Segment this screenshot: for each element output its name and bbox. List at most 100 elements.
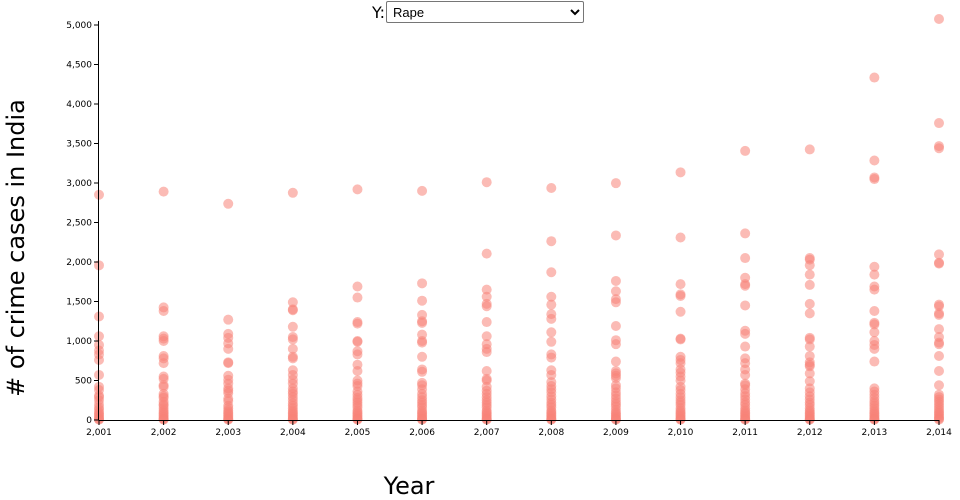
y-variable-select[interactable]: Rape xyxy=(386,1,585,23)
data-point xyxy=(804,308,815,319)
y-tick-label: 1,500 xyxy=(66,298,92,308)
data-point xyxy=(740,369,751,380)
y-tick: 3,000 xyxy=(66,179,99,189)
x-tick-label: 2,011 xyxy=(732,428,758,438)
data-point xyxy=(352,414,363,425)
data-point xyxy=(287,321,298,332)
data-point xyxy=(675,167,686,178)
x-axis-title: Year xyxy=(383,472,435,500)
data-point xyxy=(804,279,815,290)
data-point xyxy=(610,414,621,425)
x-tick: 2,008 xyxy=(538,420,564,438)
data-point xyxy=(740,328,751,339)
x-tick: 2,010 xyxy=(668,420,694,438)
data-point xyxy=(417,351,428,362)
x-tick-label: 2,013 xyxy=(862,428,888,438)
data-point xyxy=(417,278,428,289)
x-tick-label: 2,001 xyxy=(86,428,112,438)
data-point xyxy=(869,174,880,185)
data-point xyxy=(934,301,944,312)
data-point xyxy=(287,353,298,364)
data-point xyxy=(546,267,557,278)
data-point xyxy=(546,236,557,247)
data-point xyxy=(158,305,169,316)
x-tick-label: 2,014 xyxy=(926,428,952,438)
data-point xyxy=(934,13,944,24)
data-point xyxy=(804,144,815,155)
y-tick-label: 2,500 xyxy=(66,219,92,229)
x-tick-label: 2,010 xyxy=(668,428,694,438)
data-point xyxy=(804,414,815,425)
data-point xyxy=(223,343,234,354)
y-tick: 3,500 xyxy=(66,140,99,150)
data-point xyxy=(481,331,492,342)
x-tick: 2,006 xyxy=(409,420,435,438)
x-tick: 2,007 xyxy=(474,420,500,438)
data-point xyxy=(740,253,751,264)
data-point xyxy=(223,198,234,209)
data-point xyxy=(481,177,492,188)
y-tick-label: 2,000 xyxy=(66,258,92,268)
y-tick: 2,500 xyxy=(66,219,99,229)
data-point xyxy=(934,380,944,391)
data-point xyxy=(546,182,557,193)
data-point xyxy=(869,284,880,295)
y-tick-label: 4,500 xyxy=(66,61,92,71)
data-point xyxy=(546,336,557,347)
data-point xyxy=(804,260,815,271)
data-point xyxy=(610,339,621,350)
data-point xyxy=(610,373,621,384)
data-point xyxy=(610,356,621,367)
data-point xyxy=(417,366,428,377)
data-point xyxy=(158,186,169,197)
data-point xyxy=(417,295,428,306)
y-tick-label: 3,000 xyxy=(66,179,92,189)
x-axis: 2,001 2,002 2,003 2,004 2,005 2,006 2,007 2,008… xyxy=(86,420,952,438)
y-axis-control: Y: Rape xyxy=(372,1,585,23)
data-point xyxy=(481,301,492,312)
data-point xyxy=(804,334,815,345)
data-point xyxy=(287,334,298,345)
data-point xyxy=(610,230,621,241)
data-point xyxy=(610,286,621,297)
y-tick-label: 1,000 xyxy=(66,337,92,347)
data-point xyxy=(546,369,557,380)
y-tick: 4,000 xyxy=(66,100,99,110)
y-tick-label: 4,000 xyxy=(66,100,92,110)
data-point xyxy=(546,299,557,310)
data-point xyxy=(158,336,169,346)
data-point xyxy=(675,232,686,243)
data-point xyxy=(610,178,621,189)
data-point xyxy=(740,280,751,291)
data-point xyxy=(869,356,880,367)
x-tick-label: 2,005 xyxy=(345,428,371,438)
data-point xyxy=(740,145,751,156)
x-tick: 2,014 xyxy=(926,420,952,438)
data-point xyxy=(352,292,363,303)
data-point xyxy=(675,414,686,425)
data-point xyxy=(675,334,686,345)
data-point xyxy=(804,269,815,280)
data-point xyxy=(804,361,815,372)
data-point xyxy=(934,309,944,320)
y-tick: 0 xyxy=(86,416,99,426)
data-point xyxy=(352,366,363,377)
data-point xyxy=(804,376,815,387)
data-point xyxy=(481,317,492,328)
data-point xyxy=(287,187,298,198)
data-points xyxy=(94,13,944,425)
x-tick: 2,009 xyxy=(603,420,629,438)
data-point xyxy=(352,184,363,195)
data-point xyxy=(610,320,621,331)
data-point xyxy=(869,327,880,338)
data-point xyxy=(934,249,944,260)
data-point xyxy=(934,143,944,154)
y-tick: 4,500 xyxy=(66,61,99,71)
data-point xyxy=(546,414,557,425)
x-tick: 2,004 xyxy=(280,420,306,438)
x-tick-label: 2,012 xyxy=(797,428,823,438)
data-point xyxy=(223,414,234,425)
data-point xyxy=(417,317,428,328)
data-point xyxy=(934,351,944,362)
data-point xyxy=(869,414,880,425)
